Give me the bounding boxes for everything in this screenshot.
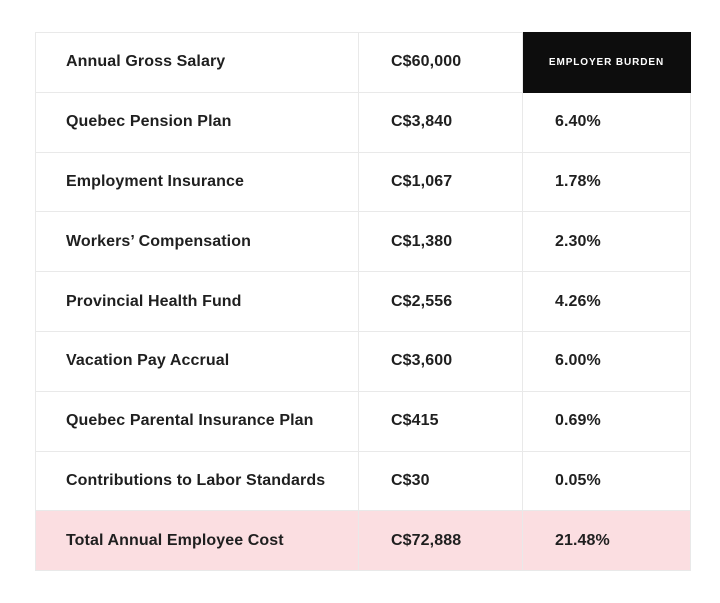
table-row: Quebec Parental Insurance Plan C$415 0.6…	[35, 390, 691, 452]
table-row: Workers’ Compensation C$1,380 2.30%	[35, 211, 691, 273]
row-burden: 0.69%	[522, 390, 691, 452]
employer-burden-badge: EMPLOYER BURDEN	[522, 32, 691, 93]
table-row: Employment Insurance C$1,067 1.78%	[35, 151, 691, 213]
row-label: Quebec Parental Insurance Plan	[35, 390, 359, 452]
row-amount: C$3,840	[358, 91, 523, 153]
cost-table: Annual Gross Salary C$60,000 EMPLOYER BU…	[35, 32, 691, 572]
row-burden: 2.30%	[522, 211, 691, 273]
row-amount: C$1,067	[358, 151, 523, 213]
row-burden: 6.00%	[522, 330, 691, 392]
row-label: Employment Insurance	[35, 151, 359, 213]
row-burden: 6.40%	[522, 91, 691, 153]
total-burden: 21.48%	[522, 510, 691, 572]
table-row: Quebec Pension Plan C$3,840 6.40%	[35, 91, 691, 153]
row-label: Workers’ Compensation	[35, 211, 359, 273]
table-row: Contributions to Labor Standards C$30 0.…	[35, 450, 691, 512]
row-burden: 0.05%	[522, 450, 691, 512]
row-label: Vacation Pay Accrual	[35, 330, 359, 392]
row-amount: C$3,600	[358, 330, 523, 392]
row-burden: 1.78%	[522, 151, 691, 213]
row-burden: 4.26%	[522, 271, 691, 332]
table-row: Vacation Pay Accrual C$3,600 6.00%	[35, 330, 691, 392]
row-amount: C$2,556	[358, 271, 523, 332]
row-amount: C$415	[358, 390, 523, 452]
gross-salary-label: Annual Gross Salary	[35, 32, 359, 93]
row-label: Provincial Health Fund	[35, 271, 359, 332]
gross-salary-value: C$60,000	[358, 32, 523, 93]
row-amount: C$1,380	[358, 211, 523, 273]
header-row: Annual Gross Salary C$60,000 EMPLOYER BU…	[35, 32, 691, 93]
total-amount: C$72,888	[358, 510, 523, 572]
table-row: Provincial Health Fund C$2,556 4.26%	[35, 271, 691, 332]
row-amount: C$30	[358, 450, 523, 512]
total-row: Total Annual Employee Cost C$72,888 21.4…	[35, 510, 691, 572]
total-label: Total Annual Employee Cost	[35, 510, 359, 572]
row-label: Contributions to Labor Standards	[35, 450, 359, 512]
row-label: Quebec Pension Plan	[35, 91, 359, 153]
